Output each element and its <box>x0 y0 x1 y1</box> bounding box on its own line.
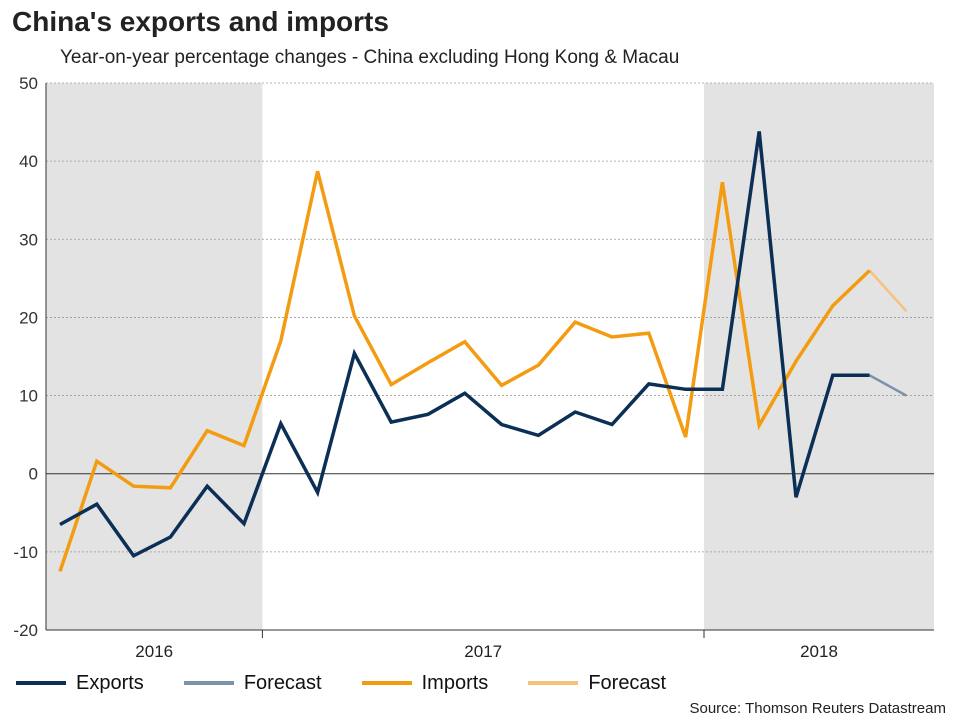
y-tick-label: 50 <box>19 74 38 93</box>
legend: Exports Forecast Imports Forecast <box>16 670 706 696</box>
chart-title: China's exports and imports <box>12 6 389 37</box>
shaded-band-0 <box>46 83 263 630</box>
legend-label-imports: Imports <box>421 671 489 694</box>
series-line-imports <box>58 170 871 572</box>
y-tick-label: 10 <box>19 387 38 406</box>
chart-subtitle: Year-on-year percentage changes - China … <box>60 47 680 68</box>
y-tick-label: 0 <box>29 465 38 484</box>
legend-item-imports-forecast: Forecast <box>528 672 666 695</box>
legend-swatch-exports-forecast <box>183 681 234 685</box>
series-line-imports-forecast <box>868 269 908 313</box>
y-tick-label: -10 <box>13 543 38 562</box>
legend-item-exports: Exports <box>16 672 144 695</box>
legend-swatch-exports <box>16 681 66 685</box>
legend-swatch-imports-forecast <box>528 681 579 685</box>
y-tick-label: 40 <box>19 152 38 171</box>
legend-label-exports-forecast: Forecast <box>243 671 322 694</box>
y-tick-label: 20 <box>19 308 38 327</box>
x-year-label-2017: 2017 <box>464 642 502 661</box>
legend-swatch-imports <box>361 681 412 685</box>
y-tick-label: -20 <box>13 621 38 640</box>
x-year-label-2016: 2016 <box>135 642 173 661</box>
source-note: Source: Thomson Reuters Datastream <box>689 700 946 717</box>
y-tick-label: 30 <box>19 230 38 249</box>
legend-label-imports-forecast: Forecast <box>588 671 667 694</box>
series-line-exports-forecast <box>868 374 908 397</box>
legend-label-exports: Exports <box>76 671 144 694</box>
legend-item-exports-forecast: Forecast <box>183 671 322 695</box>
series-line-exports <box>59 131 870 559</box>
x-year-label-2018: 2018 <box>800 642 838 661</box>
legend-item-imports: Imports <box>361 671 489 695</box>
shaded-band-1 <box>704 83 934 630</box>
